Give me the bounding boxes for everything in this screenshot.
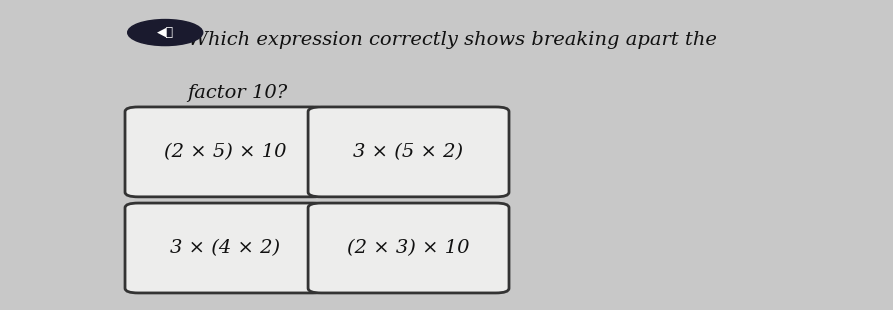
- Text: factor 10?: factor 10?: [188, 84, 288, 102]
- Text: (2 × 3) × 10: (2 × 3) × 10: [347, 239, 470, 257]
- Text: 3 × (5 × 2): 3 × (5 × 2): [354, 143, 463, 161]
- Text: (2 × 5) × 10: (2 × 5) × 10: [164, 143, 287, 161]
- Text: ◀⦿: ◀⦿: [156, 26, 174, 39]
- FancyBboxPatch shape: [308, 107, 509, 197]
- Circle shape: [128, 20, 203, 46]
- FancyBboxPatch shape: [308, 203, 509, 293]
- FancyBboxPatch shape: [125, 107, 326, 197]
- Text: 3 × (4 × 2): 3 × (4 × 2): [171, 239, 280, 257]
- Text: Which expression correctly shows breaking apart the: Which expression correctly shows breakin…: [188, 31, 716, 49]
- FancyBboxPatch shape: [125, 203, 326, 293]
